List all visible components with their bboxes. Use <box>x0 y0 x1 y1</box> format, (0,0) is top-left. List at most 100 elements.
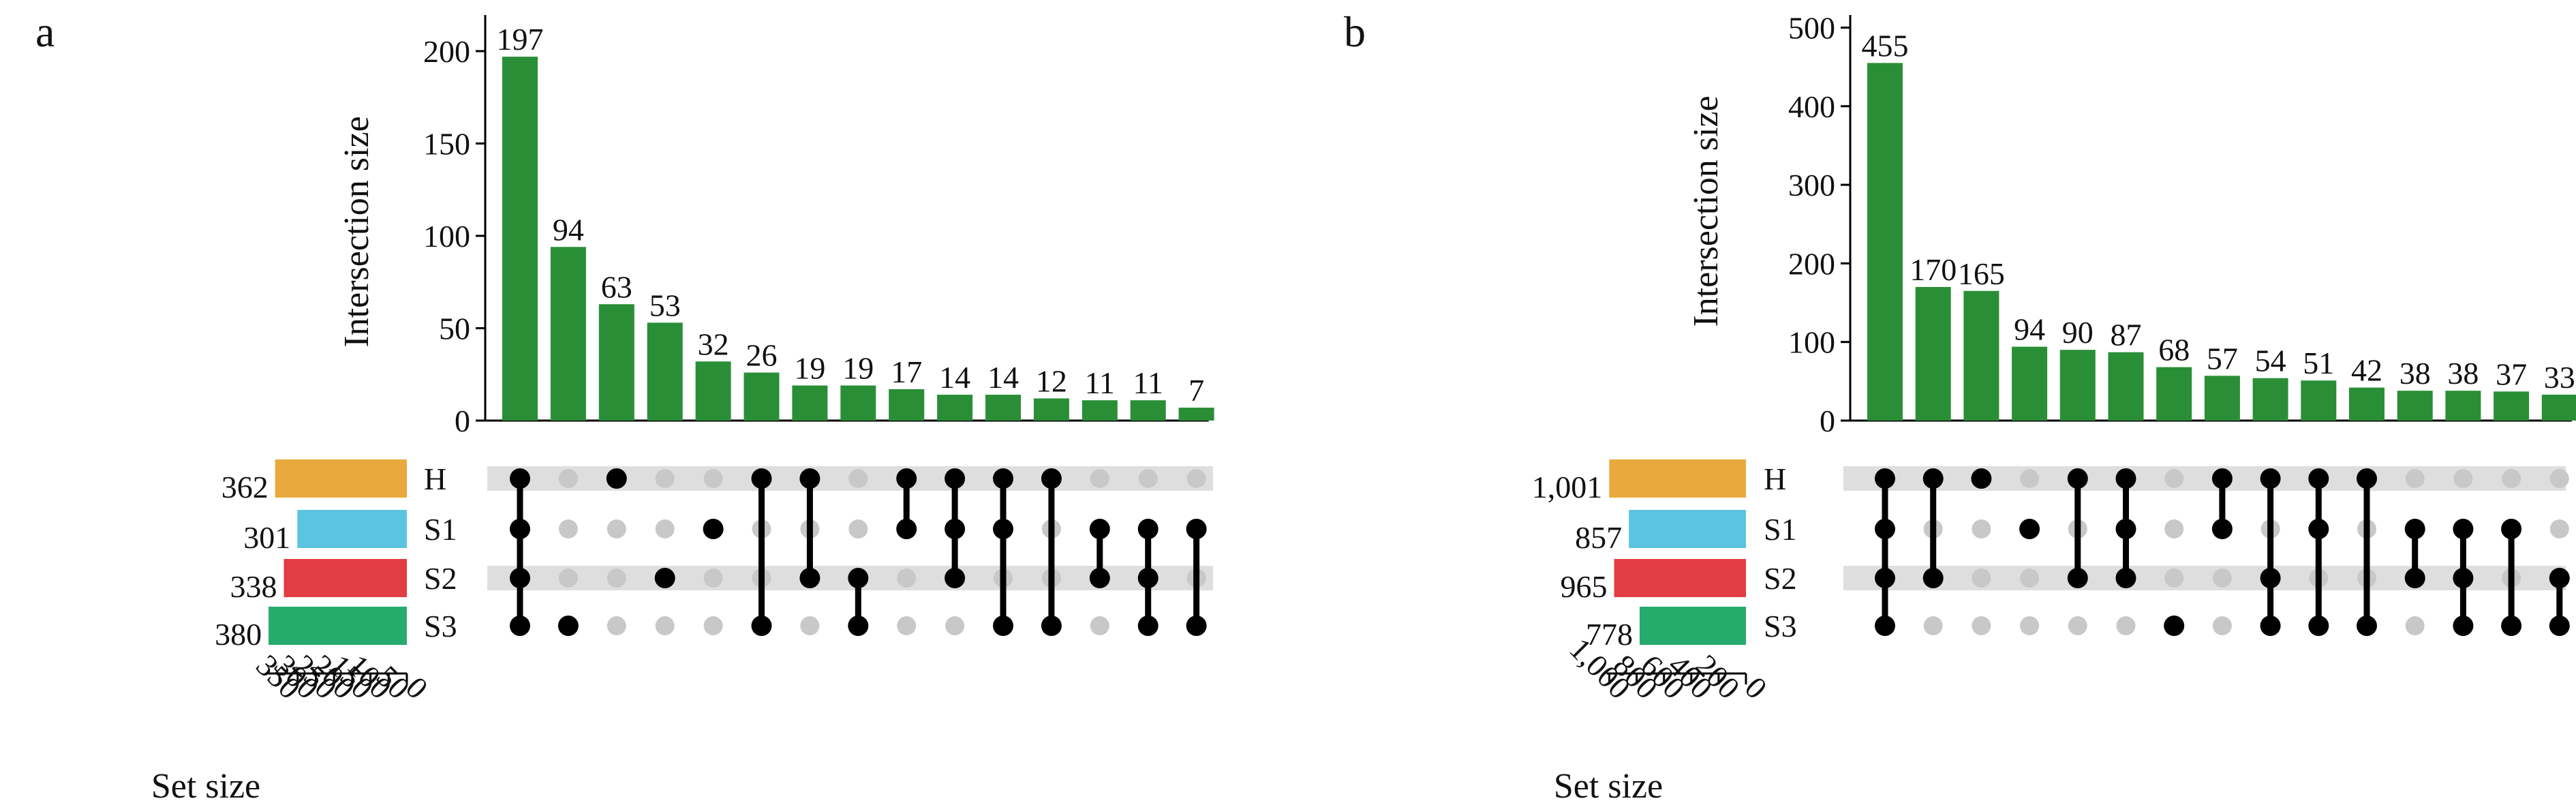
panel-b-set-name: S3 <box>1764 609 1797 643</box>
panel-a-intersection-value-label: 94 <box>553 212 584 247</box>
panel-b-matrix-dot-active <box>2357 468 2377 489</box>
panel-a-matrix-dot-active <box>703 519 724 539</box>
panel-b-matrix-dot-active <box>2260 616 2281 636</box>
panel-a-matrix-dot-inactive <box>848 519 868 539</box>
panel-b-matrix-dot-inactive <box>2405 616 2425 635</box>
panel-a-intersection-bar <box>840 385 876 421</box>
panel-a-set-size-value: 362 <box>221 470 269 504</box>
panel-a-intersection-value-label: 14 <box>987 360 1019 395</box>
panel-a-intersection-value-label: 63 <box>601 269 632 304</box>
panel-a-matrix-dot-inactive <box>655 519 675 539</box>
panel-b-set-name: S2 <box>1764 561 1797 596</box>
panel-a-set-size-value: 338 <box>230 569 277 604</box>
panel-a-matrix-dot-inactive <box>607 519 626 539</box>
panel-a-matrix-dot-active <box>1041 616 1062 636</box>
panel-b-matrix-dot-active <box>2453 616 2474 636</box>
panel-a-matrix-dot-inactive <box>897 569 917 588</box>
panel-a-matrix-dot-inactive <box>607 569 626 588</box>
panel-b-matrix-dot-inactive <box>1972 616 1991 635</box>
panel-b-intersection-bar <box>2397 391 2433 421</box>
panel-b-matrix-dot-inactive <box>2549 469 2569 488</box>
panel-a-matrix-dot-active <box>654 568 675 588</box>
panel-a-set-size-bar <box>275 459 407 498</box>
panel-a-letter: a <box>35 7 55 56</box>
panel-b-matrix-dot-inactive <box>2549 519 2569 539</box>
panel-a-matrix-dot-active <box>510 519 530 539</box>
panel-a-matrix-dot-active <box>1041 468 1062 489</box>
panel-b-set-axis-title: Set size <box>1554 767 1663 803</box>
panel-a-matrix-dot-inactive <box>703 616 723 635</box>
panel-a-intersection-value-label: 32 <box>698 327 729 361</box>
panel-a-y-tick-label: 50 <box>439 312 470 346</box>
panel-b-intersection-value-label: 51 <box>2303 346 2334 380</box>
panel-b-intersection-value-label: 170 <box>1910 252 1957 287</box>
panel-b-matrix-dot-active <box>2453 519 2474 539</box>
panel-b-matrix-dot-active <box>2404 519 2425 539</box>
panel-b-intersection-bar <box>2445 391 2481 421</box>
panel-a-intersection-bar <box>743 372 780 421</box>
panel-b-intersection-bar <box>2059 350 2096 421</box>
panel-b: b Intersection size Set size 0 100 200 300 4… <box>1344 7 2576 803</box>
panel-a-intersection-bar <box>1130 400 1166 421</box>
panel-a-intersection-bar <box>889 389 925 421</box>
panel-a-matrix-dot-active <box>1137 616 1159 636</box>
panel-a-set-axis-title: Set size <box>151 767 260 803</box>
panel-a-matrix-dot-active <box>993 468 1013 489</box>
panel-b-set-name: S1 <box>1764 512 1797 547</box>
panel-b-chart: 0 100 200 300 400 500 455 170 165 94 90 87 68 57 54 51 4… <box>1532 11 2576 706</box>
panel-b-intersection-bar <box>2301 380 2337 421</box>
panel-a-intersection-value-label: 14 <box>939 360 970 395</box>
panel-a-matrix-dot-active <box>945 568 966 588</box>
panel-b-intersection-bar <box>2204 376 2240 421</box>
panel-a-matrix-dot-active <box>896 519 917 539</box>
panel-b-matrix-dot-active <box>2211 468 2233 489</box>
panel-a-matrix-dot-active <box>557 616 579 636</box>
panel-a-intersection-bar <box>792 385 828 421</box>
panel-b-matrix-dot-active <box>2115 468 2136 489</box>
panel-a-intersection-bar <box>695 361 731 421</box>
panel-a-matrix-dot-active <box>993 616 1013 636</box>
panel-b-matrix-dot-active <box>2067 468 2088 489</box>
panel-a-matrix-dot-inactive <box>1090 469 1109 488</box>
panel-a-matrix-dot-active <box>1137 519 1159 539</box>
panel-b-y-tick-label: 500 <box>1788 11 1835 46</box>
panel-a-matrix-dot-active <box>510 568 530 588</box>
panel-b-intersection-bar <box>1867 63 1903 421</box>
panel-a-matrix-dot-inactive <box>1090 616 1109 635</box>
panel-b-matrix-dot-active <box>1922 468 1944 489</box>
panel-a-intersection-bar <box>502 57 538 421</box>
panel-b-matrix-dot-active <box>2308 519 2329 539</box>
panel-b-set-size-bar <box>1609 459 1746 498</box>
panel-b-intersection-value-label: 68 <box>2158 333 2190 367</box>
panel-a-intersection-bar <box>598 304 634 421</box>
panel-a-matrix-dot-active <box>848 568 869 588</box>
panel-b-set-size-value: 778 <box>1586 617 1633 652</box>
panel-a-matrix-dot-inactive <box>945 616 965 635</box>
panel-a-matrix-dot-active <box>510 468 530 489</box>
panel-b-matrix-dot-active <box>2164 616 2185 636</box>
panel-b-set-size-bar <box>1629 510 1746 548</box>
panel-b-matrix-dot-active <box>2260 468 2281 489</box>
panel-a-matrix-dot-active <box>751 616 772 636</box>
panel-a-set-size-bar <box>269 607 407 645</box>
panel-b-matrix-dot-active <box>2115 519 2136 539</box>
panel-a-intersection-bar <box>1178 408 1214 421</box>
panel-b-intersection-value-label: 87 <box>2111 318 2142 352</box>
panel-b-matrix-dot-inactive <box>2212 569 2232 588</box>
panel-a-matrix-dot-inactive <box>655 616 675 635</box>
panel-a-matrix-dot-inactive <box>800 616 820 635</box>
panel-a-intersection-bar <box>1033 398 1069 421</box>
panel-b-intersection-value-label: 455 <box>1862 28 1909 63</box>
panel-b-matrix-dot-inactive <box>1923 616 1943 635</box>
panel-a-matrix-dot-active <box>896 468 917 489</box>
panel-a-intersection-bar <box>937 395 973 421</box>
panel-b-set-size-bar <box>1640 607 1746 645</box>
panel-b-intersection-value-label: 90 <box>2062 315 2094 350</box>
panel-a-chart: 0 50 100 150 200 197 94 63 53 32 26 19 19 17 14 14 12 11 1… <box>215 15 1214 706</box>
panel-b-matrix-dot-inactive <box>1972 569 1991 588</box>
panel-b-matrix-dot-active <box>1875 616 1895 636</box>
panel-a-intersection-bar <box>985 395 1021 421</box>
panel-a-matrix-dot-active <box>1137 568 1159 588</box>
panel-b-set-name: H <box>1764 461 1786 496</box>
panel-b-intersection-bar <box>2252 378 2288 421</box>
